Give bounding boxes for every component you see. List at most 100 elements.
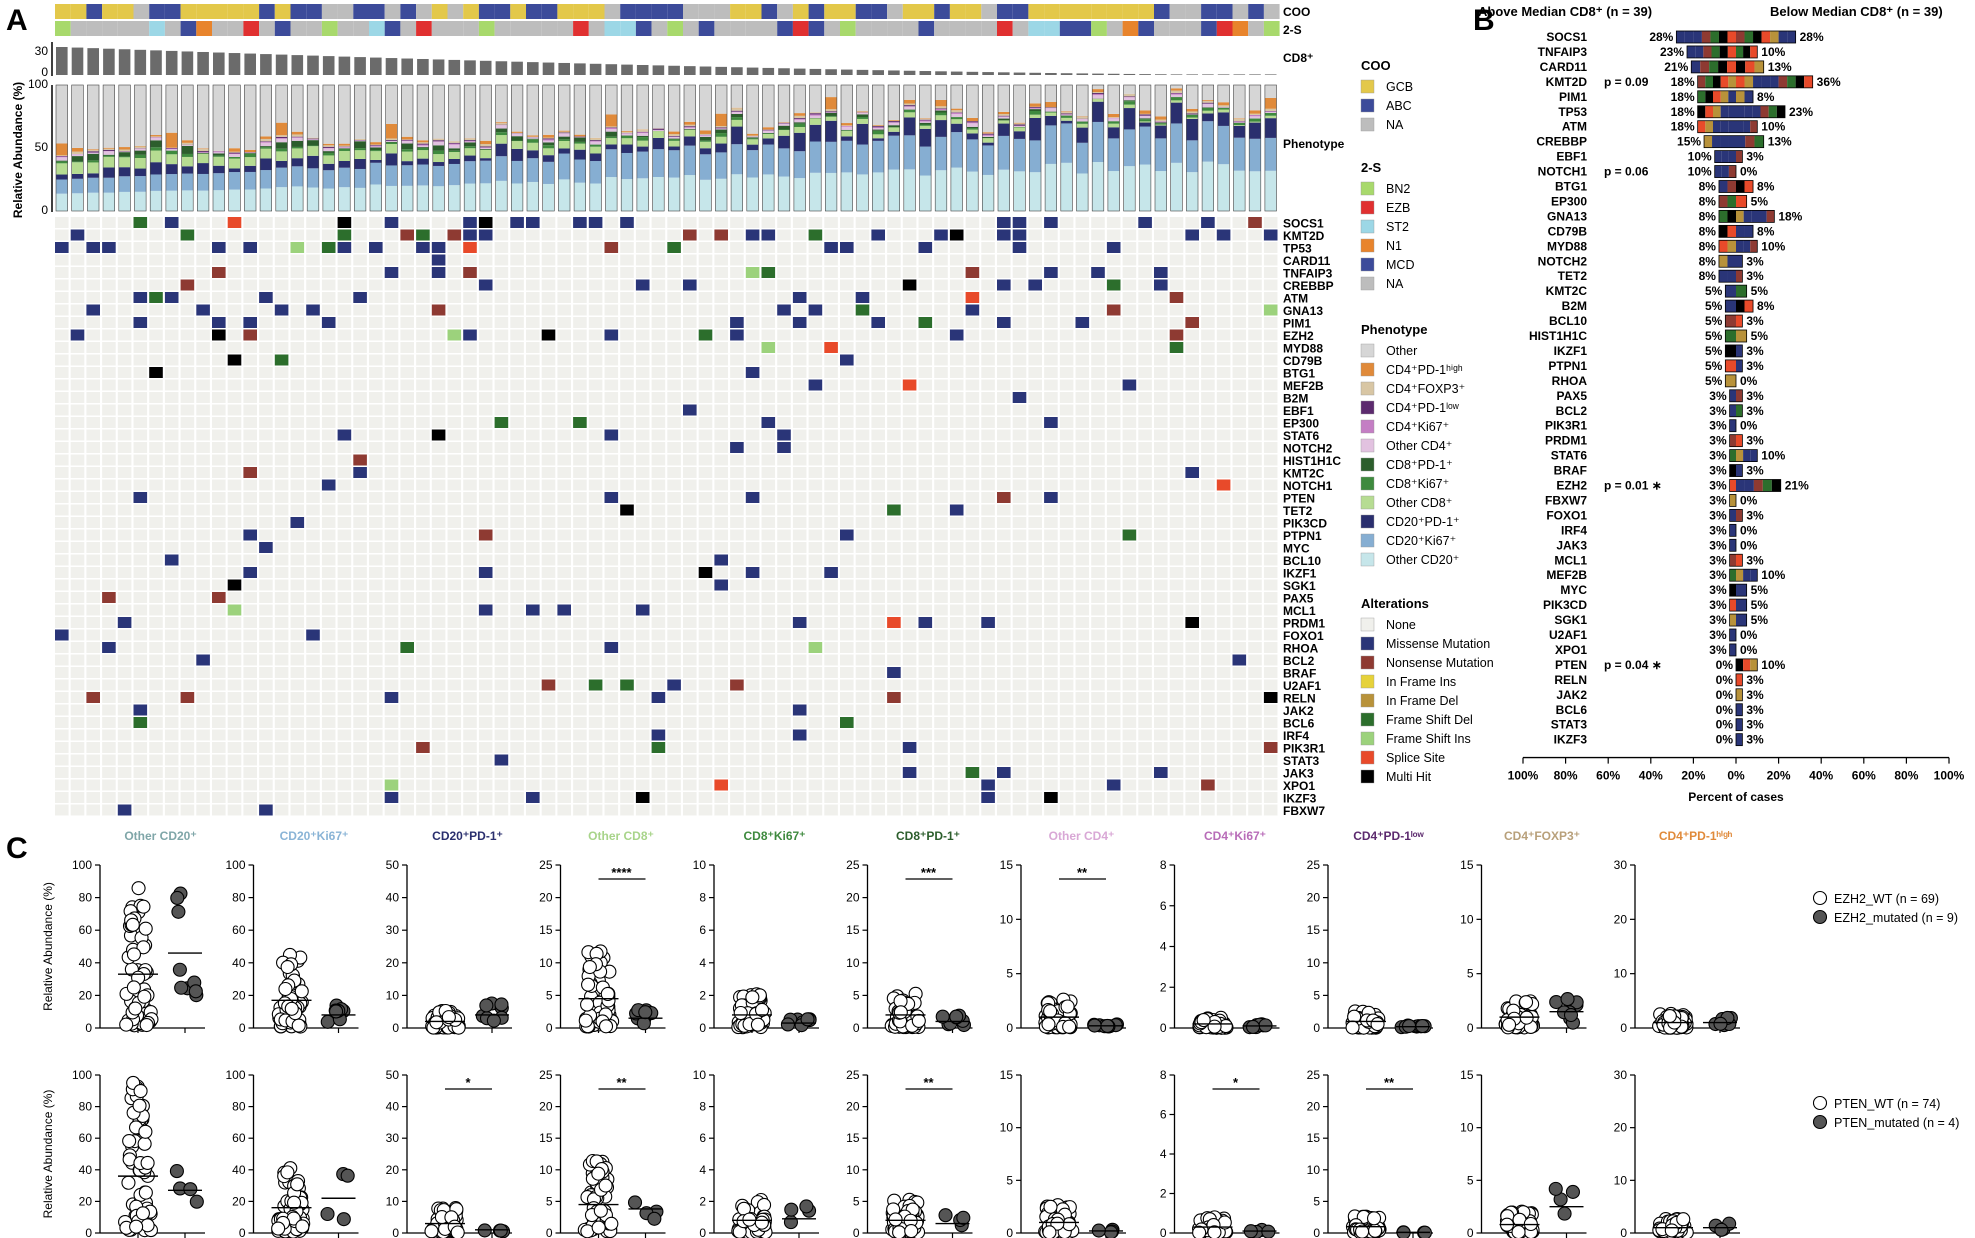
alteration-cell <box>1138 454 1152 466</box>
alteration-cell <box>1091 617 1105 628</box>
alteration-cell <box>149 492 163 503</box>
alteration-cell <box>997 679 1011 691</box>
alteration-cell <box>321 504 336 516</box>
alteration-cell <box>290 717 305 728</box>
alteration-cell <box>369 492 383 503</box>
alteration-cell <box>274 242 289 253</box>
alteration-cell <box>997 579 1011 591</box>
alteration-cell <box>259 367 273 378</box>
phenotype-segment <box>841 136 853 141</box>
alteration-cell <box>1012 604 1027 616</box>
alteration-cell <box>510 704 524 716</box>
alteration-cell <box>887 229 901 241</box>
phenotype-segment <box>872 130 884 135</box>
phenotype-segment <box>354 150 366 159</box>
alteration-cell <box>1216 554 1231 566</box>
alteration-cell <box>620 392 634 403</box>
alteration-cell <box>1232 279 1247 291</box>
alteration-cell <box>290 617 305 628</box>
alteration-cell <box>526 767 540 778</box>
alteration-cell <box>86 792 100 803</box>
alteration-cell <box>149 317 163 328</box>
alteration-cell <box>1075 254 1090 266</box>
alteration-cell <box>887 442 901 453</box>
alteration-cell <box>447 754 462 766</box>
alteration-cell <box>86 492 100 503</box>
alteration-cell <box>416 417 430 428</box>
phenotype-segment <box>464 141 476 143</box>
alteration-cell <box>180 279 195 291</box>
alteration-cell <box>306 404 320 416</box>
alteration-cell <box>212 529 226 541</box>
phenotype-segment <box>1202 107 1214 111</box>
alteration-cell <box>792 542 807 553</box>
phenotype-segment <box>150 174 162 191</box>
alteration-cell <box>431 567 446 578</box>
alteration-cell <box>981 742 995 753</box>
alteration-cell <box>651 292 666 303</box>
alteration-cell <box>259 617 273 628</box>
alteration-cell <box>902 592 917 603</box>
phenotype-segment <box>432 162 445 166</box>
alteration-cell <box>683 367 697 378</box>
alteration-cell <box>588 492 603 503</box>
alteration-cell <box>997 692 1011 703</box>
alteration-cell <box>416 404 430 416</box>
alteration-cell <box>1216 542 1231 553</box>
alteration-cell <box>494 554 509 566</box>
alteration-cell <box>416 504 430 516</box>
phenotype-segment <box>71 147 84 152</box>
alteration-cell <box>635 367 650 378</box>
alteration-cell <box>620 229 634 241</box>
alteration-cell <box>149 392 163 403</box>
phenotype-segment <box>715 136 727 144</box>
phenotype-segment <box>1249 121 1261 123</box>
alteration-cell <box>400 467 414 478</box>
phenotype-segment <box>1139 121 1151 123</box>
alteration-cell <box>949 729 964 741</box>
alteration-cell <box>526 642 540 653</box>
alteration-cell <box>1185 692 1199 703</box>
alteration-cell <box>635 679 650 691</box>
alteration-cell <box>698 504 713 516</box>
phenotype-segment <box>668 85 680 132</box>
alteration-cell <box>824 767 838 778</box>
alteration-cell <box>1106 392 1121 403</box>
alteration-cell <box>133 267 148 278</box>
alteration-cell <box>259 467 273 478</box>
alteration-cell <box>102 479 116 491</box>
alteration-cell <box>1232 467 1247 478</box>
alteration-cell <box>1122 604 1137 616</box>
alteration-cell <box>447 729 462 741</box>
twos-cell <box>274 21 291 36</box>
coo-cell <box>730 4 746 19</box>
alteration-cell <box>243 354 257 366</box>
alteration-cell <box>792 479 807 491</box>
alteration-cell <box>526 304 540 316</box>
alteration-cell <box>243 479 257 491</box>
alteration-cell <box>981 417 995 428</box>
alteration-cell <box>337 792 352 803</box>
alteration-cell <box>1122 242 1137 253</box>
phenotype-segment <box>1123 100 1136 102</box>
alteration-cell <box>698 554 713 566</box>
phenotype-segment <box>1092 94 1104 96</box>
alteration-cell <box>353 329 367 341</box>
phenotype-segment <box>1155 85 1167 117</box>
twos-cell <box>1201 21 1217 36</box>
alteration-cell <box>447 429 462 441</box>
alteration-cell <box>117 304 132 316</box>
alteration-cell <box>761 229 776 241</box>
alteration-cell <box>1012 642 1027 653</box>
phenotype-bar-outline <box>997 84 1010 212</box>
alteration-cell <box>1169 479 1184 491</box>
alteration-cell <box>1091 429 1105 441</box>
phenotype-segment <box>275 160 288 168</box>
alteration-cell <box>431 454 446 466</box>
alteration-cell <box>1044 617 1058 628</box>
alteration-cell <box>117 692 132 703</box>
cd8-bar <box>652 65 665 75</box>
phenotype-segment <box>370 184 382 211</box>
alteration-cell <box>86 292 100 303</box>
alteration-cell <box>478 717 493 728</box>
